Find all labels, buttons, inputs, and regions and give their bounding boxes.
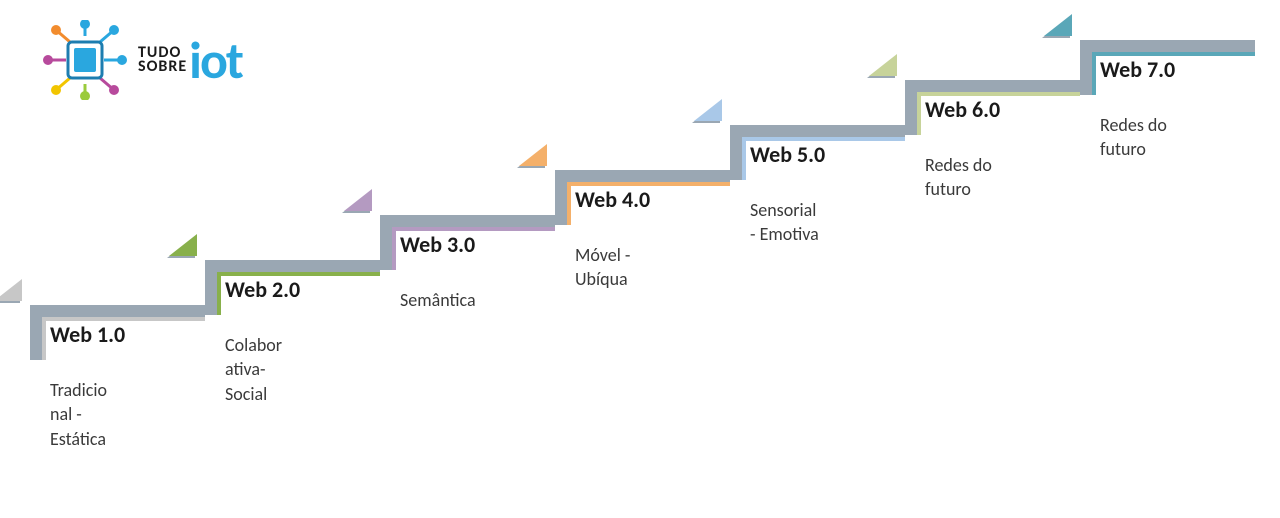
step-description: Semântica [400, 288, 545, 312]
step-description: Redes do futuro [1100, 113, 1245, 162]
step-web-4: Web 4.0Móvel - Ubíqua [555, 170, 730, 225]
chip-icon [40, 20, 130, 100]
step-title: Web 3.0 [400, 231, 475, 258]
step-web-7: Web 7.0Redes do futuro [1080, 40, 1255, 95]
step-description: Redes do futuro [925, 153, 1070, 202]
step-web-3: Web 3.0Semântica [380, 215, 555, 270]
step-title: Web 4.0 [575, 186, 650, 213]
step-title: Web 2.0 [225, 276, 300, 303]
step-description: Sensorial - Emotiva [750, 198, 895, 247]
step-web-1: Web 1.0Tradicio nal - Estática [30, 305, 205, 360]
brand-logo: TUDO SOBRE iot [40, 20, 242, 100]
step-title: Web 1.0 [50, 321, 125, 348]
step-triangle-icon [344, 189, 372, 211]
step-title: Web 6.0 [925, 96, 1000, 123]
step-triangle-icon [0, 279, 22, 301]
step-triangle-icon [1044, 14, 1072, 36]
logo-line2: SOBRE [138, 60, 187, 74]
step-triangle-icon [694, 99, 722, 121]
step-description: Móvel - Ubíqua [575, 243, 720, 292]
logo-iot: iot [189, 34, 242, 86]
step-triangle-icon [869, 54, 897, 76]
step-web-2: Web 2.0Colabor ativa- Social [205, 260, 380, 315]
step-triangle-icon [519, 144, 547, 166]
step-triangle-icon [169, 234, 197, 256]
step-title: Web 7.0 [1100, 56, 1175, 83]
step-description: Colabor ativa- Social [225, 333, 370, 406]
step-web-5: Web 5.0Sensorial - Emotiva [730, 125, 905, 180]
step-web-6: Web 6.0Redes do futuro [905, 80, 1080, 135]
logo-text: TUDO SOBRE iot [138, 34, 242, 86]
step-title: Web 5.0 [750, 141, 825, 168]
step-description: Tradicio nal - Estática [50, 378, 195, 451]
